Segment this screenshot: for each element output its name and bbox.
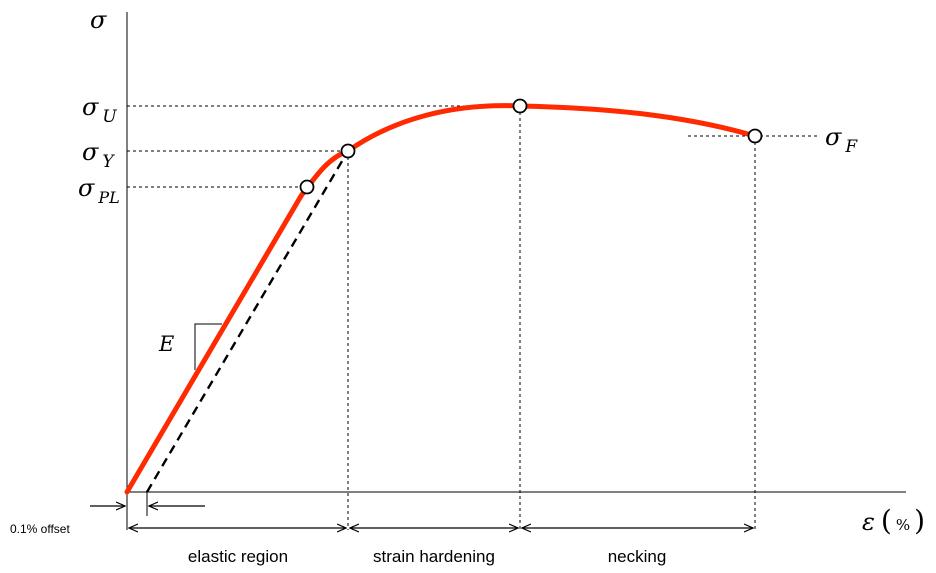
- fracture-point: [747, 128, 763, 144]
- ultimate-point: [512, 98, 528, 114]
- strain-hardening-label: strain hardening: [373, 547, 495, 566]
- strain-unit: %: [896, 516, 910, 534]
- elastic-region-label: elastic region: [188, 547, 288, 566]
- yield-stress-label: σ Y: [82, 138, 115, 172]
- strain-symbol: ε: [862, 508, 875, 536]
- stress-strain-curve: [124, 103, 758, 495]
- necking-label: necking: [608, 547, 667, 566]
- proportional-limit-label: σ PL: [78, 174, 120, 207]
- yield-point: [340, 143, 356, 159]
- strain-axis-label: ε ( % ): [862, 504, 925, 537]
- fracture-stress-label: σ F: [825, 123, 858, 157]
- proportional-limit-point: [299, 179, 315, 195]
- offset-line: [145, 150, 350, 493]
- modulus-slope-triangle: [194, 323, 222, 370]
- modulus-label: E: [158, 332, 174, 356]
- stress-axis-label: σ: [90, 6, 107, 34]
- offset-label: 0.1% offset: [10, 522, 70, 536]
- ultimate-stress-label: σ U: [82, 93, 117, 127]
